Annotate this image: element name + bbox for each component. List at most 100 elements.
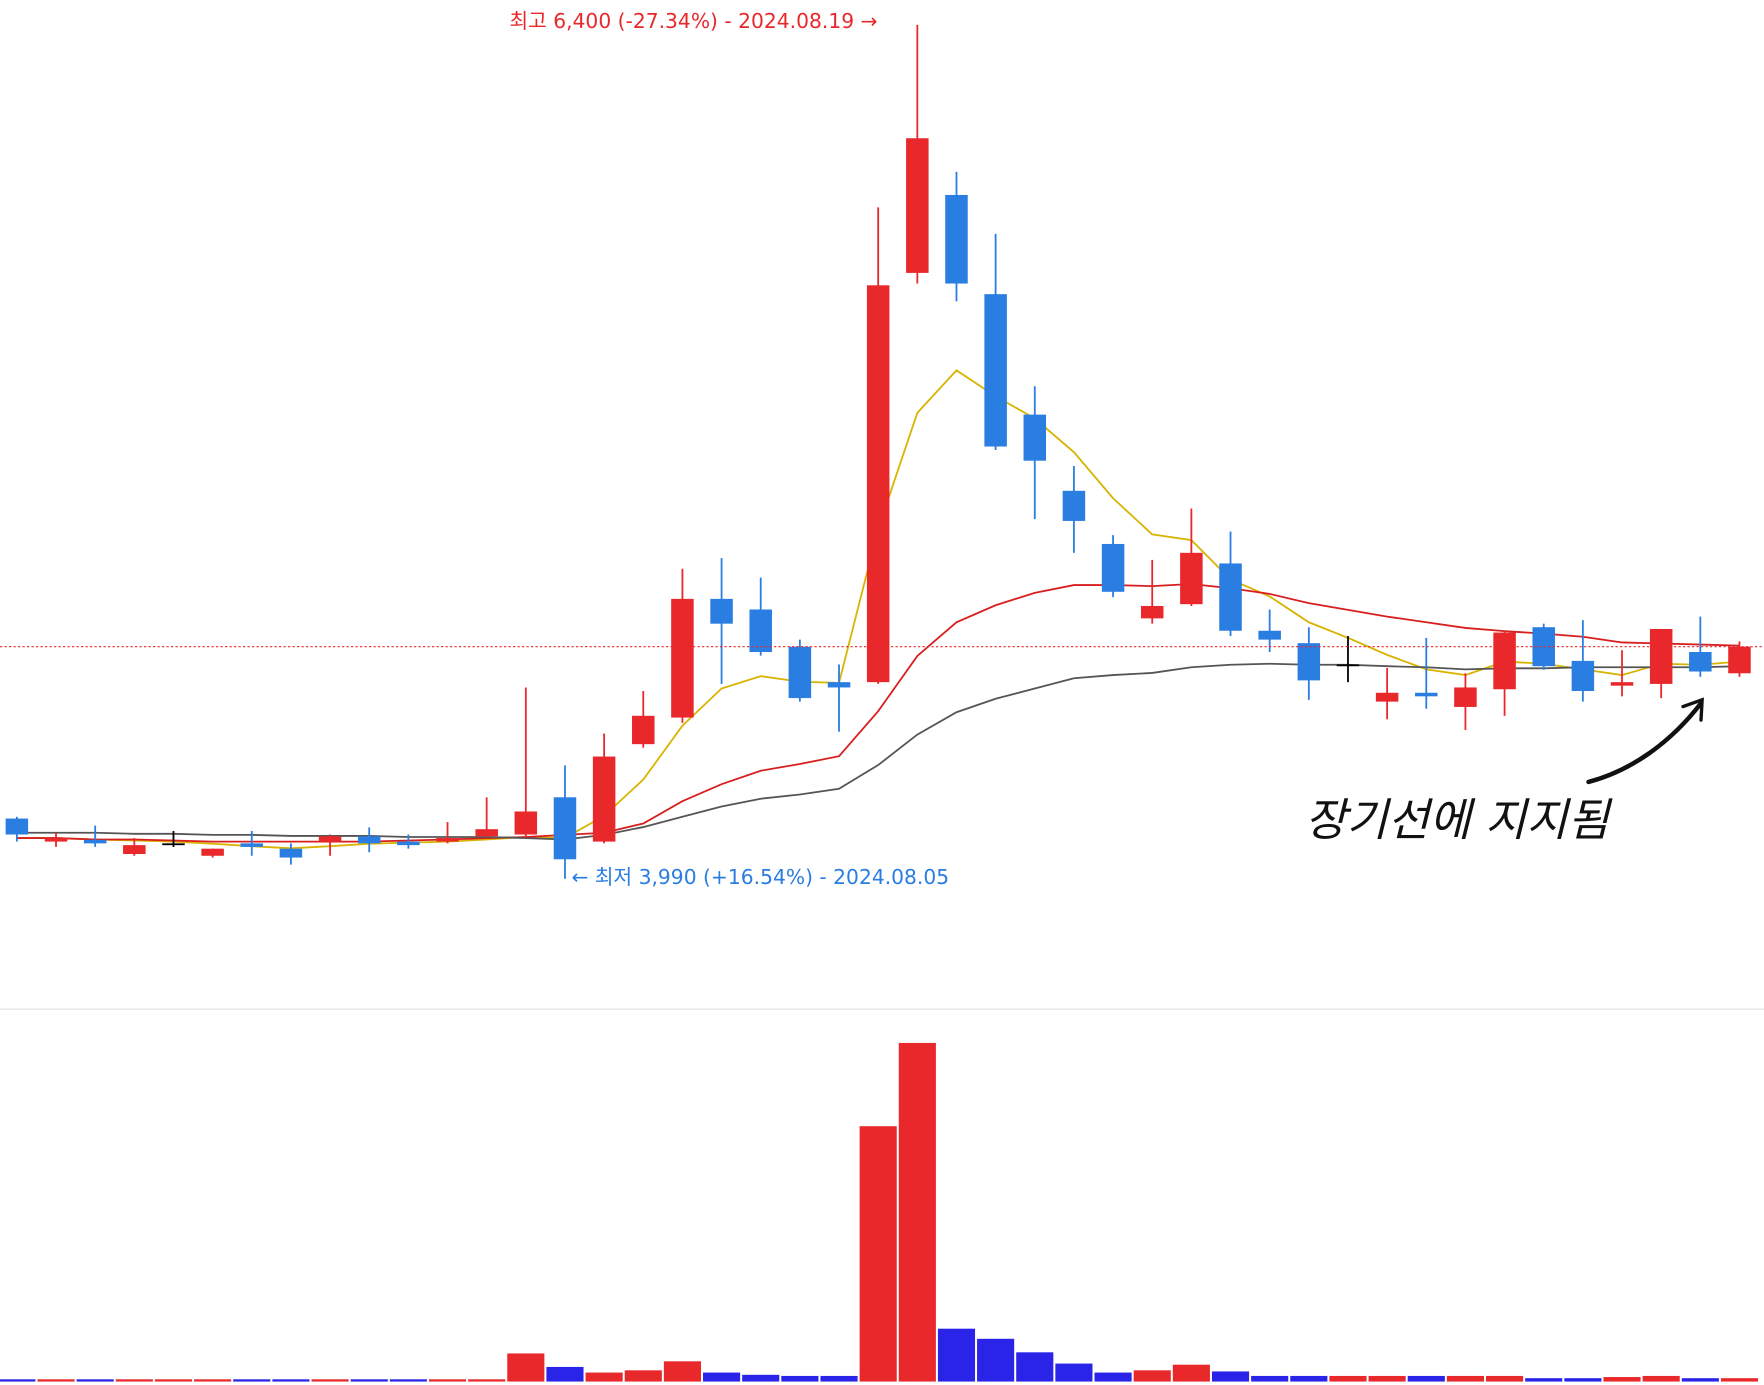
volume-bar (1564, 1378, 1602, 1382)
volume-bar (1681, 1378, 1719, 1382)
candle-body (1101, 543, 1125, 592)
candle-body (1571, 660, 1595, 692)
volume-bar (389, 1379, 427, 1382)
candle-body (1062, 490, 1086, 521)
candle-body (1493, 632, 1516, 690)
volume-bar (468, 1379, 506, 1382)
volume-bar (820, 1375, 858, 1382)
volume-bar (233, 1379, 271, 1382)
candle-body (1336, 664, 1360, 667)
candle-body (201, 848, 224, 856)
volume-bar (1016, 1352, 1054, 1382)
candle-body (1297, 643, 1321, 681)
candle-body (475, 829, 498, 837)
note-arrowhead (1681, 697, 1704, 722)
volume-bar (1720, 1378, 1759, 1382)
candle-body (5, 818, 29, 835)
candle-body (827, 682, 851, 688)
candle-body (1140, 605, 1164, 619)
volume-bar (1094, 1372, 1132, 1382)
candle-body (788, 646, 812, 699)
candle-body (710, 598, 733, 624)
candle-body (592, 756, 616, 842)
low-annotation: ← 최저 3,990 (+16.54%) - 2024.08.05 (572, 865, 950, 889)
volume-bar (937, 1328, 976, 1382)
candle-body (632, 715, 655, 745)
volume-bar (350, 1379, 388, 1382)
candle-body (240, 843, 264, 847)
volume-bar (0, 1379, 36, 1382)
volume-bar (859, 1126, 897, 1382)
volume-bar (585, 1372, 623, 1382)
volume-bar (76, 1379, 114, 1382)
candle-body (279, 848, 303, 858)
volume-bar (272, 1379, 310, 1382)
candle-body (83, 839, 107, 844)
volume-bar (154, 1379, 193, 1382)
candle-body (1219, 563, 1242, 631)
volume-bar (1642, 1375, 1680, 1382)
candle-body (749, 609, 772, 653)
volume-bar (1407, 1375, 1445, 1382)
volume-bar (115, 1379, 153, 1382)
volume-bar (1133, 1370, 1171, 1382)
handwritten-note: 장기선에 지지됨 (1305, 794, 1613, 847)
volume-bar (546, 1366, 584, 1382)
candle-body (436, 838, 459, 842)
candle-body (357, 836, 381, 844)
volume-bar (624, 1370, 662, 1382)
volume-bars (0, 1042, 1759, 1382)
volume-bar (1251, 1375, 1289, 1382)
volume-bar (1446, 1375, 1484, 1382)
candle-body (1180, 552, 1203, 605)
volume-bar (194, 1379, 232, 1382)
candle-body (318, 836, 342, 842)
volume-bar (1290, 1375, 1328, 1382)
candle-body (44, 838, 68, 842)
candle-body (1649, 628, 1673, 684)
volume-bar (1368, 1375, 1406, 1382)
candle-body (553, 797, 577, 860)
high-annotation: 최고 6,400 (-27.34%) - 2024.08.19 → (510, 9, 878, 33)
candle-body (162, 843, 185, 846)
volume-bar (898, 1042, 936, 1382)
volume-bar (1172, 1364, 1210, 1382)
volume-bar (1486, 1375, 1524, 1382)
moving-average-line (16, 662, 1740, 841)
candle-body (1375, 692, 1399, 702)
volume-bar (781, 1375, 819, 1382)
moving-average-line (16, 583, 1740, 843)
volume-bar (311, 1379, 349, 1382)
volume-bar (507, 1353, 545, 1382)
volume-bar (1525, 1378, 1563, 1382)
candle-body (397, 841, 420, 846)
note-arrow (1586, 700, 1704, 785)
candle-body (123, 845, 146, 854)
candle-body (671, 598, 694, 718)
volume-bar (1329, 1375, 1367, 1382)
candle-body (1689, 652, 1712, 672)
candle-body (1258, 630, 1281, 640)
volume-bar (428, 1379, 467, 1382)
candle-body (866, 285, 890, 683)
candle-body (1415, 692, 1438, 697)
volume-bar (977, 1338, 1015, 1382)
candle-body (984, 294, 1007, 447)
candle-body (1454, 687, 1477, 707)
volume-bar (37, 1379, 75, 1382)
candle-body (906, 138, 929, 273)
volume-bar (1211, 1371, 1250, 1382)
volume-bar (1055, 1363, 1093, 1382)
candle-body (514, 811, 538, 835)
volume-bar (703, 1372, 741, 1382)
candle-body (1023, 414, 1047, 461)
candle-body (945, 194, 968, 284)
volume-bar (1603, 1377, 1641, 1382)
candle-body (1728, 646, 1751, 674)
volume-bar (663, 1361, 701, 1382)
candle-body (1610, 682, 1634, 686)
volume-bar (742, 1374, 780, 1382)
